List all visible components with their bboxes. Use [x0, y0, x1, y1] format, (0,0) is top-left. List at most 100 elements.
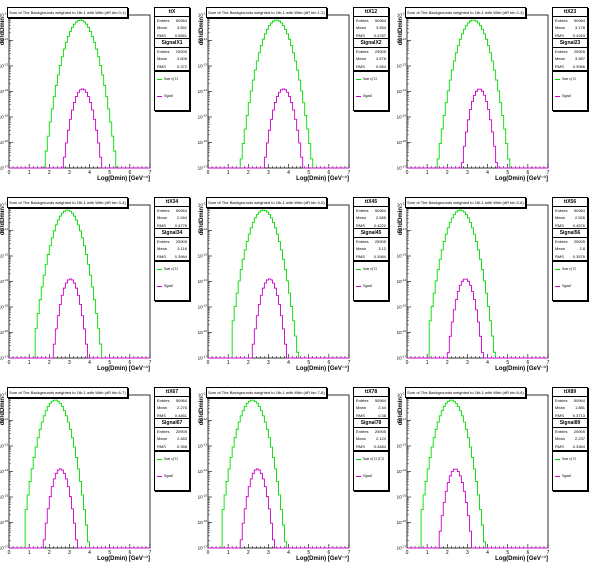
legend-label: Signal: [363, 94, 373, 98]
stats-label: RMS: [157, 32, 166, 38]
stats-box: SignalX1 Entries 25905 Mean 3.606 RMS 0.372: [154, 38, 190, 72]
y-tick-label: 10-11: [397, 392, 406, 398]
stats-label: Mean: [356, 436, 367, 442]
stats-value: 0.358: [176, 443, 187, 449]
stats-label: Mean: [356, 405, 367, 411]
stats-label: Entries: [356, 239, 369, 244]
legend-label: Sum of Ci: [164, 267, 179, 271]
stats-label: Entries: [555, 239, 568, 244]
stats-row: Entries 50964: [155, 397, 189, 404]
stats-box: ttX23 Entries 50964 Mean 3.178 RMS 0.4263: [552, 7, 588, 41]
stats-box: ttX12 Entries 50964 Mean 3.554 RMS 0.4787: [353, 7, 389, 41]
legend-swatch: [356, 475, 361, 477]
x-axis-label: Log(Dmin) [GeV⁻¹]: [296, 365, 349, 372]
stats-row: RMS 0.38: [354, 412, 388, 419]
stats-label: RMS: [356, 443, 365, 449]
y-axis-label: dσ/dDmin: [398, 17, 404, 45]
x-tick-label: 5: [108, 170, 111, 176]
stats-name: ttX: [155, 8, 189, 17]
x-axis-label: Log(Dmin) [GeV⁻¹]: [296, 555, 349, 562]
stats-row: RMS 0.4776: [155, 222, 189, 229]
stats-value: 2.526: [574, 215, 585, 221]
stats-name: ttX89: [553, 388, 587, 397]
stats-row: Entries 25905: [553, 428, 587, 435]
background-histogram: [208, 399, 349, 549]
legend-entry: Signal: [157, 474, 173, 478]
stats-box: SignalX2 Entries 25905 Mean 3.676 RMS 0.584: [353, 38, 389, 72]
y-tick-label: 10-14: [198, 88, 208, 94]
x-tick-label: 2: [247, 550, 250, 556]
y-tick-label: 10-16: [397, 329, 407, 335]
x-tick-label: 3: [267, 170, 270, 176]
legend-entry: Sum of Ci: [356, 77, 377, 81]
legend: Sum of Ci Signal: [552, 261, 588, 301]
stats-row: Entries 25905: [354, 48, 388, 55]
stats-label: Entries: [157, 18, 170, 23]
y-tick-label: 10-11: [198, 392, 207, 398]
legend: Sum of Ci Signal: [552, 451, 588, 491]
stats-name: ttX78: [354, 388, 388, 397]
stats-value: 2.44: [378, 405, 386, 411]
y-tick-label: 10-12: [198, 417, 208, 423]
stats-box: ttX Entries 50964 Mean 3.651 RMS 0.5561: [154, 7, 190, 41]
stats-value: 0.3364: [572, 443, 585, 449]
legend-entry: Sum of Ci: [157, 267, 178, 271]
stats-label: RMS: [356, 222, 365, 228]
x-tick-label: 3: [68, 360, 71, 366]
x-tick-label: 7: [547, 360, 550, 366]
stats-value: 2.483: [176, 436, 187, 442]
background-histogram: [9, 399, 150, 549]
legend-label: Signal: [562, 474, 572, 478]
x-tick-label: 5: [307, 550, 310, 556]
legend-entry: Sum of Ci: [157, 457, 178, 461]
stats-value: 3.178: [574, 25, 585, 31]
stats-box: ttX67 Entries 50964 Mean 2.276 RMS 0.4461: [154, 387, 190, 421]
stats-value: 0.3576: [572, 253, 585, 259]
histogram-plot: 0 1 2 3 4 5 6 7 10-17 10-16 10-15 10-14 10-13 10-12 10…: [397, 392, 550, 563]
y-tick-label: 10-14: [0, 468, 8, 474]
x-tick-label: 5: [108, 360, 111, 366]
stats-row: Entries 50964: [354, 207, 388, 214]
stats-value: 0.3964: [174, 253, 187, 259]
stats-value: 0.4776: [174, 222, 187, 228]
legend-label: Signal: [363, 474, 373, 478]
legend-entry: Sum of Ci (Ci): [356, 457, 384, 461]
x-tick-label: 0: [8, 170, 11, 176]
x-tick-label: 3: [68, 170, 71, 176]
x-tick-label: 1: [227, 550, 230, 556]
y-tick-label: 10-15: [0, 304, 8, 310]
y-tick-label: 10-11: [198, 202, 207, 208]
stats-label: Entries: [555, 18, 568, 23]
stats-box: ttX89 Entries 50964 Mean 1.881 RMS 0.3713: [552, 387, 588, 421]
x-tick-label: 6: [327, 170, 330, 176]
stats-value: 50964: [573, 208, 585, 213]
y-axis-label: dσ/dDmin: [398, 397, 404, 425]
legend-swatch: [157, 475, 162, 477]
x-tick-label: 5: [307, 360, 310, 366]
y-tick-label: 10-17: [0, 355, 8, 361]
legend-swatch: [157, 78, 162, 80]
stats-row: Entries 25905: [354, 238, 388, 245]
legend-label: Sum of Ci: [363, 77, 378, 81]
stats-value: 2.237: [574, 436, 585, 442]
legend-entry: Sum of Ci: [157, 77, 178, 81]
stats-row: RMS 0.4461: [155, 412, 189, 419]
stats-row: RMS 0.3484: [354, 443, 388, 450]
stats-row: RMS 0.3713: [553, 412, 587, 419]
y-tick-label: 10-12: [198, 227, 208, 233]
y-axis-label: dσ/dDmin: [398, 207, 404, 235]
stats-name: ttX45: [354, 198, 388, 207]
legend-label: Sum of Ci: [562, 77, 577, 81]
x-tick-label: 4: [486, 550, 489, 556]
chart-title: Sum of The Backgrounds weighted to 1fb-1…: [206, 387, 327, 398]
y-tick-label: 10-11: [0, 12, 8, 18]
background-histogram: [208, 209, 349, 359]
stats-label: Mean: [356, 56, 367, 62]
y-tick-label: 10-13: [0, 253, 8, 259]
stats-box: Signal23 Entries 25905 Mean 3.587 RMS 0.3966: [552, 38, 588, 72]
y-tick-label: 10-17: [397, 545, 407, 551]
stats-label: Mean: [157, 25, 168, 31]
x-tick-label: 7: [149, 360, 152, 366]
x-tick-label: 1: [227, 170, 230, 176]
legend-label: Signal: [562, 284, 572, 288]
